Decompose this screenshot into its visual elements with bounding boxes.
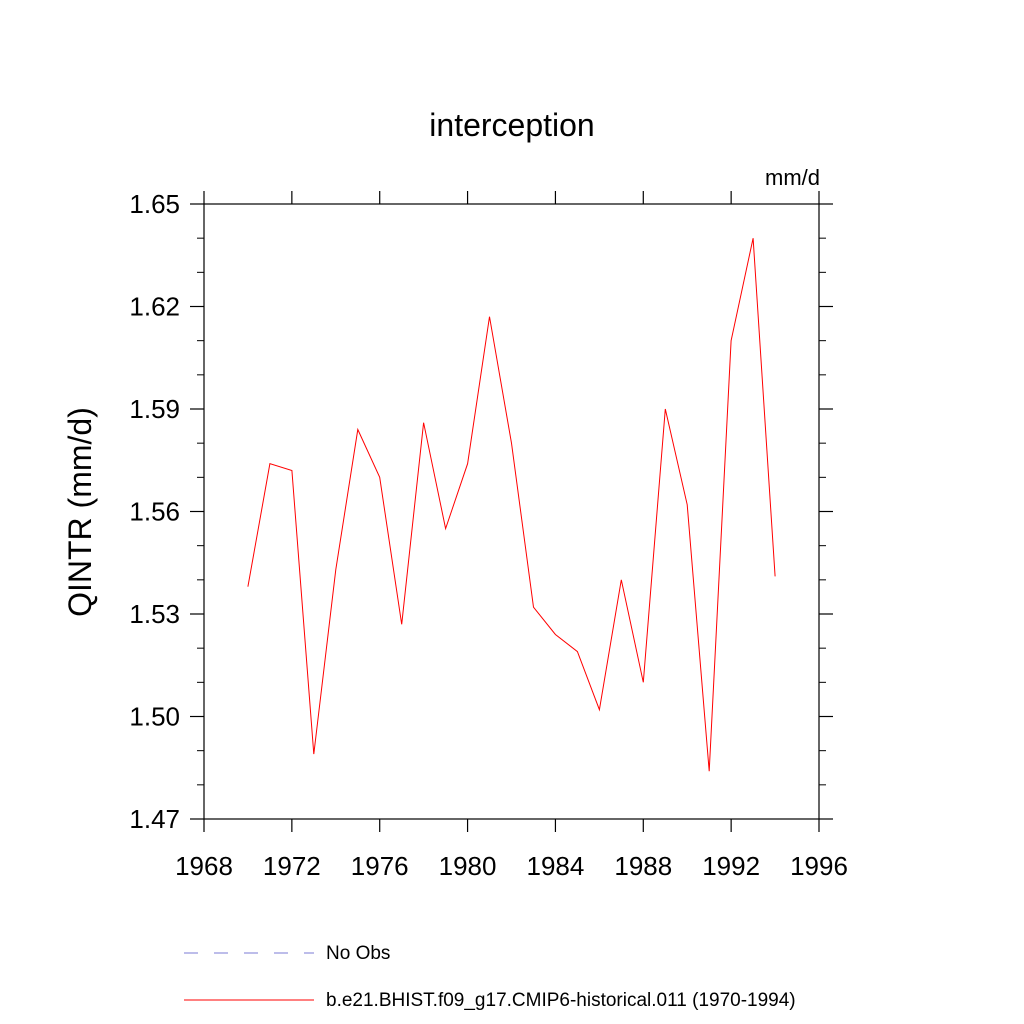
x-tick-label: 1996: [790, 851, 848, 881]
series-line-historical: [247, 238, 776, 772]
legend-label-no-obs: No Obs: [326, 943, 390, 964]
ticks-layer: 1968 1972 1976 1980 1984 1988 1992 1996 1.47 1.50…: [129, 189, 848, 881]
x-tick-label: 1992: [702, 851, 760, 881]
units-label: mm/d: [765, 165, 820, 190]
y-tick-label: 1.59: [129, 394, 180, 424]
y-tick-label: 1.50: [129, 702, 180, 732]
series-layer: [247, 238, 776, 772]
x-tick-label: 1972: [263, 851, 321, 881]
x-tick-label: 1988: [614, 851, 672, 881]
y-tick-label: 1.47: [129, 804, 180, 834]
y-tick-label: 1.65: [129, 189, 180, 219]
chart-title: interception: [429, 107, 594, 143]
y-tick-label: 1.56: [129, 497, 180, 527]
x-tick-label: 1968: [175, 851, 233, 881]
y-tick-label: 1.53: [129, 599, 180, 629]
x-tick-label: 1976: [351, 851, 409, 881]
x-tick-label: 1984: [527, 851, 585, 881]
x-tick-label: 1980: [439, 851, 497, 881]
y-axis-label: QINTR (mm/d): [62, 407, 98, 617]
y-tick-label: 1.62: [129, 292, 180, 322]
plot-frame: [203, 203, 820, 820]
legend-label-historical: b.e21.BHIST.f09_g17.CMIP6-historical.011…: [326, 990, 796, 1011]
legend: No Obs b.e21.BHIST.f09_g17.CMIP6-histori…: [184, 943, 796, 1011]
